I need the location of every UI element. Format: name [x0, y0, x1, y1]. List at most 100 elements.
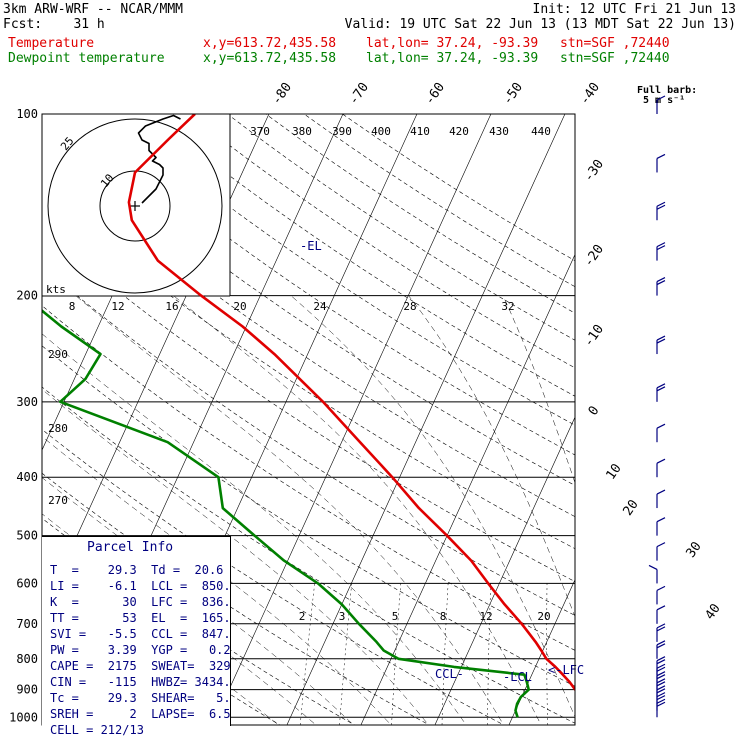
mixing-ratio-label: 2 [299, 610, 306, 623]
mixing-ratio-label: 12 [479, 610, 492, 623]
mixing-ratio-label: 16 [165, 300, 178, 313]
wind-barb-flag [656, 280, 666, 286]
moist-adiabat [42, 436, 392, 725]
wind-barb-flag [656, 242, 666, 248]
wind-barb [656, 698, 666, 718]
pressure-label-1000: 1000 [9, 710, 38, 724]
wind-barb-flag [656, 201, 666, 207]
isotherm-label: -20 [581, 242, 607, 270]
dewpoint-latlon: lat,lon= 37.24, -93.39 [366, 51, 539, 66]
mixing-ratio-label: 8 [440, 610, 447, 623]
isotherm [360, 253, 575, 725]
wind-barb [656, 542, 666, 561]
dry-adiabat [42, 119, 575, 486]
hodograph-units: kts [46, 283, 66, 296]
wind-barb [656, 277, 666, 296]
mixing-ratio-label: 3 [339, 610, 346, 623]
wind-barb [656, 605, 666, 624]
wind-barb [656, 656, 666, 675]
wind-barb-flag [656, 386, 666, 392]
dewpoint-station: stn=SGF ,72440 [560, 51, 670, 66]
parcel-info-row: CIN = -115 HWBZ= 3434. [50, 675, 231, 689]
parcel-info-row: T = 29.3 Td = 20.6 [50, 563, 224, 577]
temperature-legend-label: Temperature [8, 36, 95, 51]
wind-barb [656, 423, 666, 443]
dry-adiabat [150, 114, 575, 397]
moist-adiabat [75, 295, 504, 725]
wind-barb [648, 564, 658, 584]
isotherm-label: 10 [603, 461, 624, 482]
parcel-info-row: K = 30 LFC = 836. [50, 595, 231, 609]
wind-barb-flag [656, 204, 666, 210]
moist-adiabat [42, 333, 467, 725]
wind-barb-flag [656, 626, 666, 632]
hodograph-ring-25 [47, 118, 223, 294]
mixing-ratio-label: 20 [233, 300, 246, 313]
wind-barb-flag [656, 585, 666, 591]
theta-label: 430 [489, 125, 509, 138]
valid-time: Valid: 19 UTC Sat 22 Jun 13 (13 MDT Sat … [344, 17, 736, 32]
theta-label: 370 [250, 125, 270, 138]
wind-barb [656, 242, 666, 261]
mixing-ratio-line [441, 583, 449, 725]
mixing-ratio-line [487, 583, 492, 725]
wind-barb-flag [656, 678, 666, 684]
wind-barb-flag [656, 623, 666, 629]
wind-barb-flag [656, 701, 666, 707]
wind-barb-flag [656, 245, 666, 251]
wind-barb-flag [656, 692, 666, 698]
theta-label: 410 [410, 125, 430, 138]
isotherm-label: -40 [577, 80, 603, 108]
dry-adiabat [42, 386, 575, 724]
wind-barb-flag [656, 489, 666, 495]
wind-barb-flag [656, 674, 666, 680]
wind-barb [656, 458, 666, 478]
isotherm [729, 114, 740, 730]
moist-adiabat [173, 295, 542, 725]
pressure-label-500: 500 [16, 529, 38, 543]
isotherm-label: -80 [269, 80, 295, 108]
pressure-label-700: 700 [16, 617, 38, 631]
wind-barb-flag [656, 95, 666, 101]
theta-label: 420 [449, 125, 469, 138]
dry-adiabat [42, 305, 575, 651]
isotherm-label: 0 [586, 403, 603, 418]
mixing-ratio-label: 12 [111, 300, 124, 313]
wind-barb-flag [656, 656, 666, 662]
mixing-ratio-label: 8 [69, 300, 76, 313]
wind-barb [656, 517, 666, 536]
parcel-info-row: SVI = -5.5 CCL = 847. [50, 627, 231, 641]
pressure-label-900: 900 [16, 683, 38, 697]
barb-legend-units: 5 m s⁻¹ [643, 95, 686, 106]
isotherm-label: -30 [581, 157, 607, 185]
parcel-info-panel: Parcel Info T = 29.3 Td = 20.6 LI = -6.1… [42, 536, 231, 737]
wind-barb-flag [656, 640, 666, 646]
wind-barb-flag [656, 458, 666, 464]
parcel-info-row: CELL = 212/13 [50, 723, 144, 737]
wind-barb-flag [656, 643, 666, 649]
wind-barb [656, 201, 666, 221]
isotherm [434, 416, 575, 725]
dry-adiabat-label: 290 [48, 348, 68, 361]
dry-adiabat [42, 190, 575, 550]
isotherm-label: 20 [620, 497, 641, 518]
dry-adiabat-label: 270 [48, 494, 68, 507]
isotherm [655, 114, 740, 730]
mixing-ratio-line [391, 583, 401, 725]
mixing-ratio-line [299, 583, 315, 725]
wind-barb-flag [656, 335, 666, 341]
mixing-ratio-label: 32 [501, 300, 514, 313]
isotherm-label: 30 [683, 539, 704, 560]
pressure-label-400: 400 [16, 470, 38, 484]
temperature-latlon: lat,lon= 37.24, -93.39 [366, 36, 539, 51]
wind-barb [656, 489, 666, 509]
wind-barb-flag [656, 695, 666, 701]
pressure-label-300: 300 [16, 395, 38, 409]
mixing-ratio-line [546, 583, 548, 725]
mixing-ratio-label: 20 [537, 610, 550, 623]
isotherm [286, 114, 566, 725]
isotherm [508, 579, 575, 725]
dry-adiabat [42, 227, 575, 582]
wind-barb [656, 623, 666, 642]
lcl-label: -LCL [503, 670, 532, 684]
